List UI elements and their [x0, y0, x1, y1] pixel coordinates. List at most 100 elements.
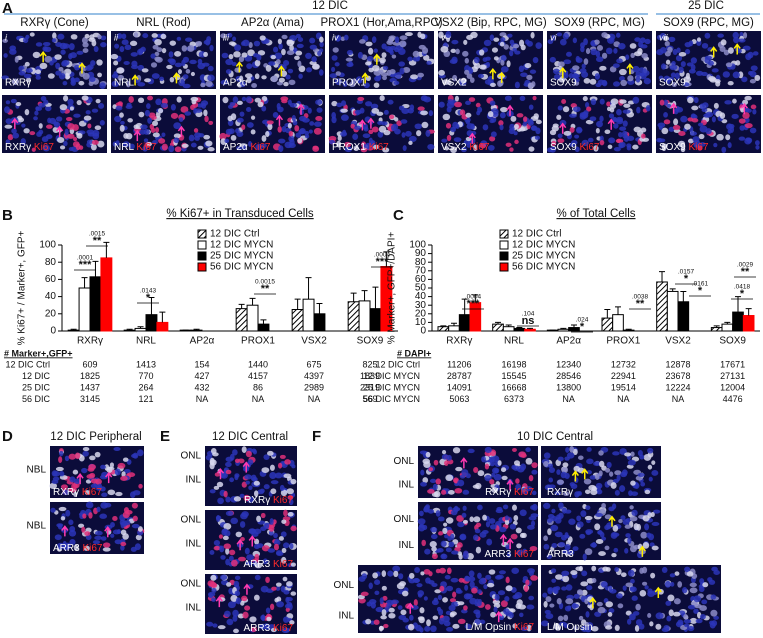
- nucleus: [421, 540, 426, 546]
- nucleus: [505, 515, 509, 520]
- nucleus: [584, 58, 589, 65]
- nucleus: [258, 102, 264, 108]
- nucleus: [482, 515, 487, 521]
- nucleus: [663, 112, 668, 118]
- nucleus: [297, 138, 302, 144]
- bar: [314, 314, 325, 331]
- nucleus: [66, 117, 73, 121]
- nucleus: [511, 568, 519, 574]
- nucleus: [512, 48, 517, 52]
- y-tick-label: 60: [45, 274, 57, 285]
- nucleus: [122, 520, 127, 526]
- y-tick-label: 40: [45, 291, 57, 302]
- nucleus: [521, 45, 526, 51]
- nucleus: [118, 101, 123, 106]
- table-row-label: 56 DIC MYCN: [363, 394, 420, 404]
- nucleus: [268, 548, 275, 552]
- nucleus: [595, 473, 600, 479]
- nucleus: [203, 52, 208, 57]
- nucleus: [545, 613, 553, 619]
- nucleus: [700, 126, 708, 133]
- bar: [569, 328, 580, 331]
- legend-label: 25 DIC MYCN: [210, 251, 273, 262]
- nucleus: [583, 554, 587, 561]
- nucleus: [314, 121, 322, 126]
- nucleus: [418, 593, 422, 597]
- nucleus: [170, 41, 177, 46]
- nucleus: [566, 52, 572, 57]
- nucleus: [61, 516, 65, 520]
- nucleus: [194, 128, 198, 133]
- nucleus: [755, 140, 760, 145]
- nucleus: [511, 534, 518, 540]
- nucleus: [425, 577, 430, 583]
- nucleus: [23, 37, 28, 43]
- nucleus: [179, 117, 183, 122]
- nucleus: [217, 498, 224, 504]
- nucleus: [309, 121, 314, 126]
- nucleus: [585, 611, 589, 618]
- nucleus: [59, 507, 67, 511]
- nucleus: [420, 34, 425, 40]
- nucleus: [500, 112, 506, 118]
- nucleus: [531, 520, 535, 526]
- nucleus: [455, 96, 459, 102]
- nucleus: [465, 58, 469, 64]
- nucleus: [423, 96, 431, 102]
- error-bar: [372, 287, 378, 309]
- nucleus: [451, 601, 459, 606]
- nucleus: [597, 45, 603, 51]
- nucleus: [317, 107, 323, 112]
- nucleus: [83, 447, 90, 451]
- nucleus: [246, 107, 251, 112]
- nucleus: [494, 56, 499, 60]
- nucleus: [668, 37, 675, 42]
- nucleus: [553, 587, 559, 591]
- significance: **: [261, 283, 270, 295]
- nucleus: [623, 110, 631, 114]
- nucleus: [97, 35, 101, 40]
- table-cell: 1437: [80, 382, 100, 392]
- nucleus: [632, 66, 639, 72]
- nucleus: [174, 51, 181, 57]
- nucleus: [563, 615, 568, 621]
- nucleus: [9, 49, 17, 55]
- nucleus: [673, 612, 681, 617]
- nucleus: [306, 67, 312, 72]
- nucleus: [701, 72, 708, 76]
- nucleus: [182, 45, 187, 51]
- stain-name: Ki67: [82, 543, 102, 554]
- nucleus: [73, 470, 78, 475]
- nucleus: [586, 459, 593, 465]
- nucleus: [644, 585, 648, 589]
- nucleus: [619, 127, 626, 131]
- nucleus: [513, 44, 519, 48]
- image-label: SOX9 Ki67: [550, 142, 600, 153]
- nucleus: [462, 51, 468, 57]
- nucleus: [410, 104, 414, 110]
- nucleus: [624, 548, 628, 554]
- nucleus: [464, 593, 472, 599]
- image-label: ARR3 Ki67: [485, 549, 535, 560]
- significance: ns: [522, 315, 535, 327]
- nucleus: [296, 34, 301, 38]
- nucleus: [131, 65, 138, 69]
- bar: [303, 299, 314, 331]
- table-cell: 770: [138, 371, 153, 381]
- nucleus: [631, 510, 637, 516]
- nucleus: [341, 114, 349, 121]
- nucleus: [111, 54, 119, 59]
- nucleus: [391, 124, 396, 131]
- nucleus: [29, 131, 35, 135]
- bar: [459, 315, 470, 331]
- nucleus: [641, 134, 646, 139]
- nucleus: [640, 37, 646, 43]
- nucleus: [598, 450, 604, 455]
- nucleus: [443, 523, 447, 527]
- nucleus: [374, 76, 381, 81]
- nucleus: [710, 622, 716, 628]
- nucleus: [133, 490, 141, 495]
- nucleus: [174, 133, 181, 138]
- nucleus: [466, 35, 473, 40]
- nucleus: [483, 57, 488, 62]
